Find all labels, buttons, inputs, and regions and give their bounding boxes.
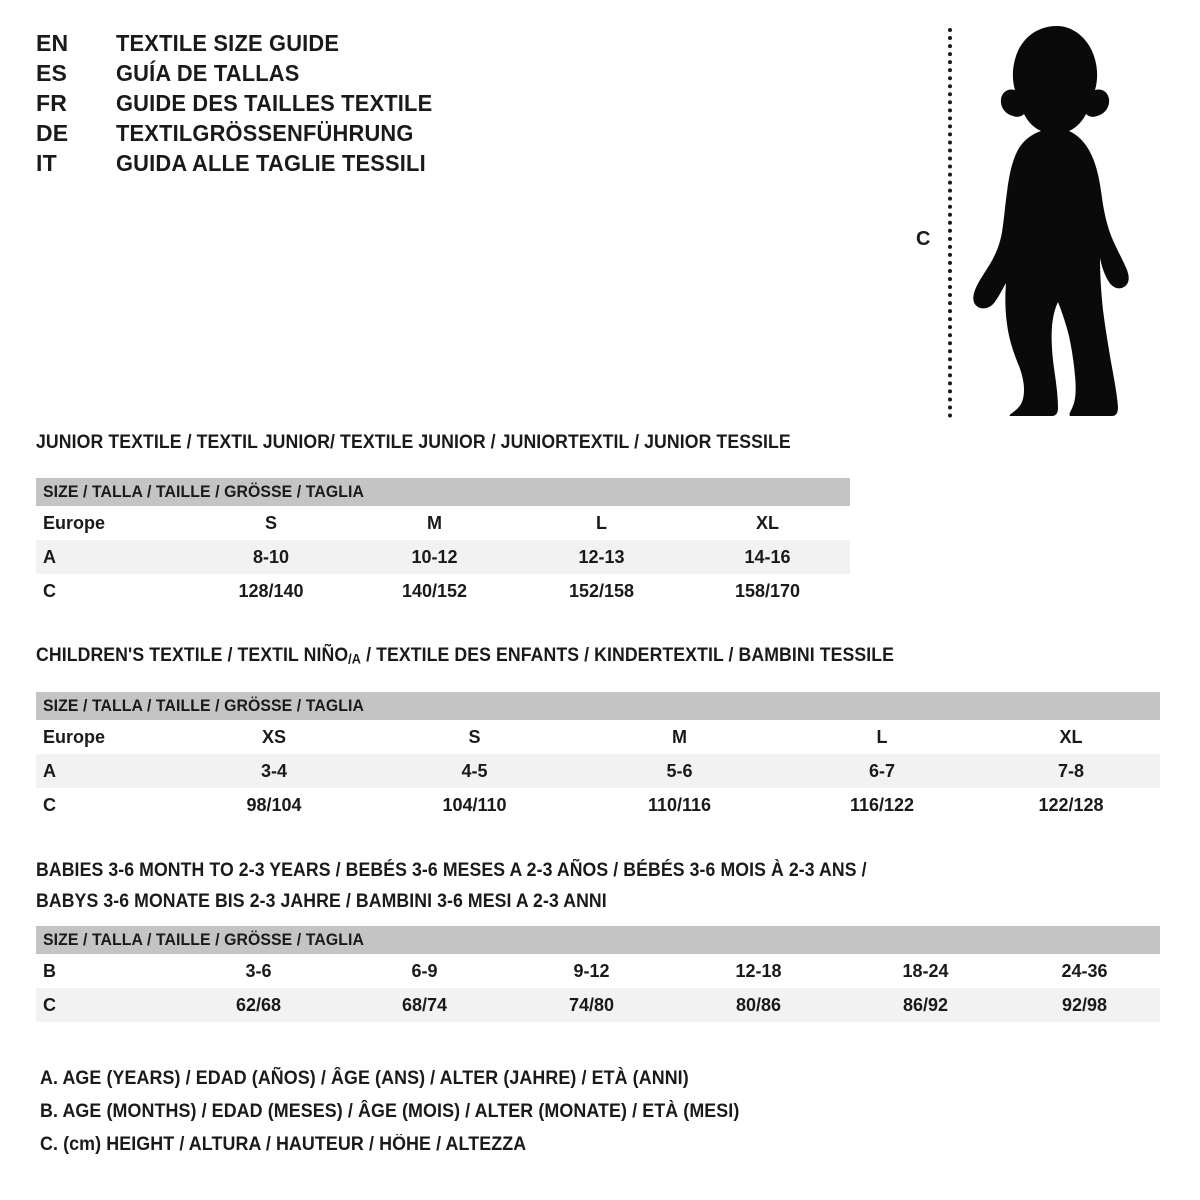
section-title-junior: JUNIOR TEXTILE / TEXTIL JUNIOR/ TEXTILE … xyxy=(36,432,791,453)
toddler-silhouette-icon xyxy=(973,26,1129,416)
table-cell: 98/104 xyxy=(246,794,302,815)
language-row: FR GUIDE DES TAILLES TEXTILE xyxy=(36,90,449,120)
height-measure-line xyxy=(948,28,952,418)
table-row: Europe S M L XL xyxy=(36,506,850,540)
table-cell: 5-6 xyxy=(666,760,693,781)
table-cell: 3-4 xyxy=(260,760,287,781)
table-cell: 110/116 xyxy=(647,794,712,815)
legend-item-a: A. AGE (YEARS) / EDAD (AÑOS) / ÂGE (ANS)… xyxy=(40,1068,689,1089)
table-cell: 9-12 xyxy=(573,960,610,981)
table-cell: 6-7 xyxy=(868,760,895,781)
legend-item-b: B. AGE (MONTHS) / EDAD (MESES) / ÂGE (MO… xyxy=(40,1101,740,1122)
table-cell: 80/86 xyxy=(735,994,782,1015)
section-title-children-post: / TEXTILE DES ENFANTS / KINDERTEXTIL / B… xyxy=(361,645,895,666)
table-cell: S xyxy=(468,726,481,747)
babies-size-table: SIZE / TALLA / TAILLE / GRÖSSE / TAGLIA … xyxy=(36,926,1160,1022)
table-cell: XL xyxy=(1059,726,1083,747)
guide-title-de: TEXTILGRÖSSENFÜHRUNG xyxy=(116,120,414,146)
junior-size-bar-label: SIZE / TALLA / TAILLE / GRÖSSE / TAGLIA xyxy=(43,482,364,501)
language-code-it: IT xyxy=(36,150,57,176)
language-row: EN TEXTILE SIZE GUIDE xyxy=(36,30,449,60)
table-cell: 122/128 xyxy=(1038,794,1104,815)
table-cell: 12-13 xyxy=(578,546,625,567)
legend-item-c: C. (cm) HEIGHT / ALTURA / HAUTEUR / HÖHE… xyxy=(40,1134,527,1155)
table-cell: M xyxy=(672,726,687,747)
table-cell: 3-6 xyxy=(245,960,272,981)
section-title-babies-line1: BABIES 3-6 MONTH TO 2-3 YEARS / BEBÉS 3-… xyxy=(36,860,867,881)
height-figure: C xyxy=(900,10,1160,420)
table-cell: 74/80 xyxy=(568,994,615,1015)
language-code-de: DE xyxy=(36,120,69,146)
table-cell: 8-10 xyxy=(252,546,290,567)
height-measure-label: C xyxy=(916,228,931,250)
row-label-a: A xyxy=(43,546,56,567)
babies-size-bar-label: SIZE / TALLA / TAILLE / GRÖSSE / TAGLIA xyxy=(43,930,364,949)
table-cell: 4-5 xyxy=(461,760,488,781)
table-cell: 10-12 xyxy=(411,546,458,567)
table-row: C 128/140 140/152 152/158 158/170 xyxy=(36,574,850,608)
table-cell: 12-18 xyxy=(735,960,782,981)
language-row: DE TEXTILGRÖSSENFÜHRUNG xyxy=(36,120,449,150)
table-row: C 98/104 104/110 110/116 116/122 122/128 xyxy=(36,788,1160,822)
row-label-c: C xyxy=(43,994,56,1015)
table-cell: 158/170 xyxy=(734,580,801,601)
table-cell: XS xyxy=(261,726,286,747)
table-cell: 116/122 xyxy=(849,794,915,815)
table-cell: 140/152 xyxy=(401,580,468,601)
table-row: A 8-10 10-12 12-13 14-16 xyxy=(36,540,850,574)
babies-size-bar: SIZE / TALLA / TAILLE / GRÖSSE / TAGLIA xyxy=(36,926,1160,954)
table-cell: 68/74 xyxy=(401,994,448,1015)
row-label-europe: Europe xyxy=(43,726,106,747)
table-cell: 18-24 xyxy=(902,960,949,981)
table-row: B 3-6 6-9 9-12 12-18 18-24 24-36 xyxy=(36,954,1160,988)
table-row: A 3-4 4-5 5-6 6-7 7-8 xyxy=(36,754,1160,788)
table-cell: 92/98 xyxy=(1061,994,1108,1015)
row-label-europe: Europe xyxy=(43,512,106,533)
table-cell: XL xyxy=(755,512,779,533)
table-cell: 6-9 xyxy=(411,960,438,981)
section-title-babies-line2: BABYS 3-6 MONATE BIS 2-3 JAHRE / BAMBINI… xyxy=(36,891,607,912)
junior-size-table: SIZE / TALLA / TAILLE / GRÖSSE / TAGLIA … xyxy=(36,478,850,608)
section-title-children-pre: CHILDREN'S TEXTILE / TEXTIL NIÑO xyxy=(36,645,349,666)
guide-title-it: GUIDA ALLE TAGLIE TESSILI xyxy=(116,150,426,176)
row-label-b: B xyxy=(43,960,56,981)
row-label-c: C xyxy=(43,580,56,601)
table-cell: M xyxy=(427,512,442,533)
table-cell: 128/140 xyxy=(238,580,304,601)
table-cell: 86/92 xyxy=(902,994,949,1015)
table-cell: 62/68 xyxy=(235,994,282,1015)
children-size-bar: SIZE / TALLA / TAILLE / GRÖSSE / TAGLIA xyxy=(36,692,1160,720)
row-label-c: C xyxy=(43,794,56,815)
table-cell: 104/110 xyxy=(442,794,507,815)
language-row: ES GUÍA DE TALLAS xyxy=(36,60,449,90)
legend-block: A. AGE (YEARS) / EDAD (AÑOS) / ÂGE (ANS)… xyxy=(40,1068,784,1167)
children-size-table: SIZE / TALLA / TAILLE / GRÖSSE / TAGLIA … xyxy=(36,692,1160,822)
table-cell: S xyxy=(264,512,277,533)
table-cell: 24-36 xyxy=(1061,960,1108,981)
row-label-a: A xyxy=(43,760,56,781)
junior-size-bar: SIZE / TALLA / TAILLE / GRÖSSE / TAGLIA xyxy=(36,478,850,506)
guide-title-en: TEXTILE SIZE GUIDE xyxy=(116,30,340,56)
language-code-es: ES xyxy=(36,60,68,86)
table-cell: L xyxy=(876,726,888,747)
table-cell: 14-16 xyxy=(744,546,791,567)
language-header: EN TEXTILE SIZE GUIDE ES GUÍA DE TALLAS … xyxy=(36,30,449,180)
table-row: Europe XS S M L XL xyxy=(36,720,1160,754)
table-row: C 62/68 68/74 74/80 80/86 86/92 92/98 xyxy=(36,988,1160,1022)
table-cell: L xyxy=(596,512,607,533)
language-row: IT GUIDA ALLE TAGLIE TESSILI xyxy=(36,150,449,180)
section-title-children-sub: /A xyxy=(348,651,362,667)
language-code-fr: FR xyxy=(36,90,68,116)
table-cell: 7-8 xyxy=(1057,760,1084,781)
table-cell: 152/158 xyxy=(568,580,635,601)
guide-title-es: GUÍA DE TALLAS xyxy=(116,60,300,86)
guide-title-fr: GUIDE DES TAILLES TEXTILE xyxy=(116,90,433,116)
section-title-children: CHILDREN'S TEXTILE / TEXTIL NIÑO/A / TEX… xyxy=(36,645,894,667)
children-size-bar-label: SIZE / TALLA / TAILLE / GRÖSSE / TAGLIA xyxy=(43,696,364,715)
language-code-en: EN xyxy=(36,30,69,56)
